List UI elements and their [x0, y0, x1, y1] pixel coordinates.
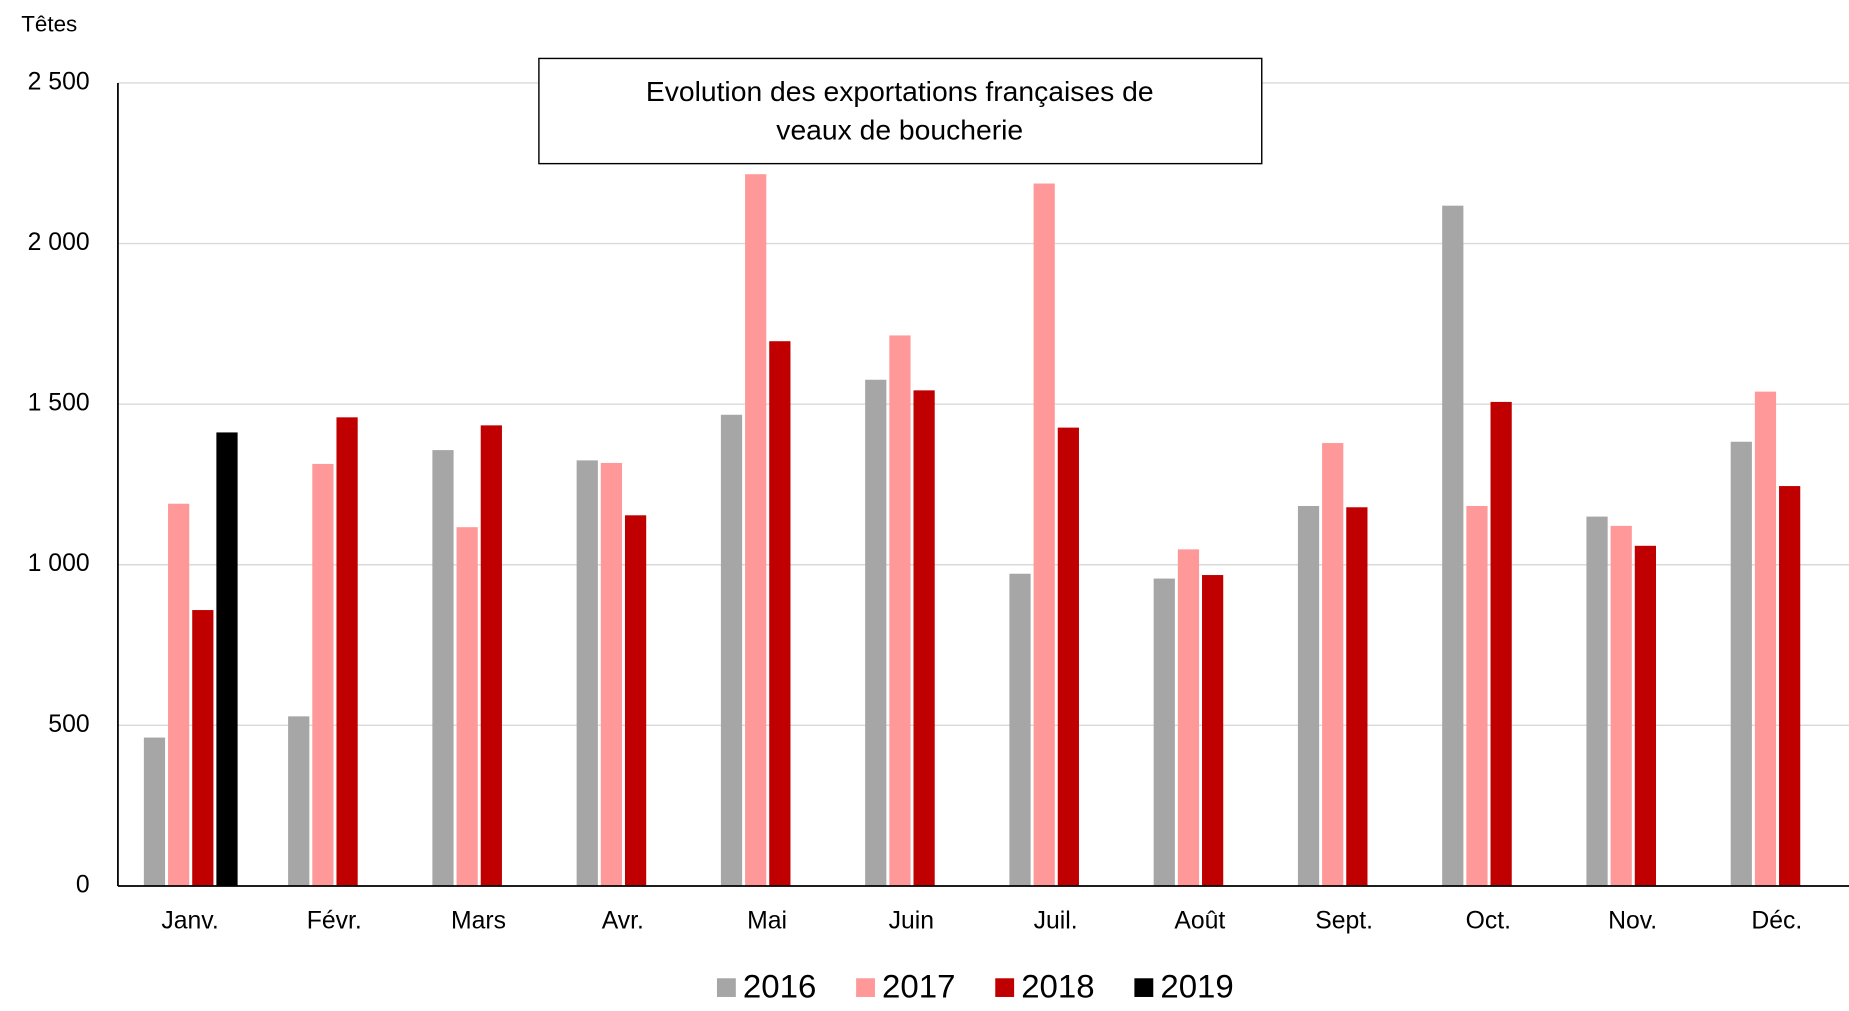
bar	[865, 379, 887, 886]
bar	[336, 417, 358, 886]
bar	[1297, 505, 1320, 886]
bar	[288, 716, 310, 886]
legend-label: 2019	[1160, 968, 1233, 1005]
bar	[312, 463, 334, 886]
x-tick-label: Nov.	[1608, 908, 1657, 935]
bar	[480, 425, 502, 886]
title-box	[538, 57, 1263, 165]
legend-swatch	[1134, 978, 1154, 997]
bar	[143, 737, 166, 886]
bar	[168, 503, 190, 886]
bar	[1466, 505, 1488, 886]
x-tick-label: Juil.	[1034, 908, 1078, 935]
y-tick-label: 1 000	[28, 550, 90, 577]
legend-swatch	[995, 978, 1015, 997]
y-tick-label: 2 000	[28, 229, 90, 256]
bar	[1057, 427, 1079, 886]
bar	[216, 432, 238, 886]
bar	[1610, 525, 1632, 886]
bar	[600, 462, 623, 886]
x-tick-label: Mars	[451, 908, 506, 935]
bar	[1177, 549, 1200, 886]
legend-label: 2018	[1021, 968, 1094, 1005]
bar	[1754, 391, 1777, 886]
bar	[1490, 401, 1512, 886]
bar	[1586, 516, 1608, 886]
x-tick-label: Janv.	[161, 908, 218, 935]
bar	[1730, 441, 1752, 886]
bar	[889, 335, 911, 886]
x-tick-label: Août	[1174, 908, 1225, 935]
bar	[720, 414, 743, 886]
bar	[456, 527, 478, 886]
bar	[1009, 573, 1031, 886]
bar	[769, 341, 791, 886]
bar	[1322, 443, 1344, 886]
bar	[1779, 486, 1801, 886]
y-axis-label: Têtes	[21, 12, 77, 37]
bar	[1153, 578, 1175, 886]
bar	[1442, 205, 1464, 886]
bar	[913, 390, 935, 886]
bar	[192, 610, 214, 886]
y-tick-label: 1 500	[28, 390, 90, 417]
x-tick-label: Oct.	[1466, 908, 1511, 935]
y-tick-label: 500	[48, 711, 89, 738]
x-tick-label: Sept.	[1315, 908, 1373, 935]
bar	[624, 515, 647, 886]
y-tick-label: 2 500	[28, 69, 90, 96]
legend-swatch	[716, 978, 736, 997]
bar	[576, 460, 598, 886]
x-tick-label: Mai	[747, 908, 787, 935]
x-tick-label: Févr.	[307, 908, 362, 935]
chart-title: veaux de boucherie	[776, 114, 1023, 146]
x-tick-label: Avr.	[602, 908, 644, 935]
legend-label: 2017	[882, 968, 955, 1005]
x-tick-label: Juin	[889, 908, 934, 935]
legend-label: 2016	[743, 968, 816, 1005]
bar	[745, 174, 767, 886]
bar	[432, 450, 454, 886]
legend-swatch	[856, 978, 875, 997]
y-tick-label: 0	[76, 872, 90, 899]
chart-title: Evolution des exportations françaises de	[646, 75, 1154, 107]
bar	[1202, 575, 1224, 886]
bar	[1033, 183, 1055, 886]
bar	[1634, 545, 1657, 886]
bar	[1346, 507, 1368, 886]
x-tick-label: Déc.	[1751, 908, 1802, 935]
